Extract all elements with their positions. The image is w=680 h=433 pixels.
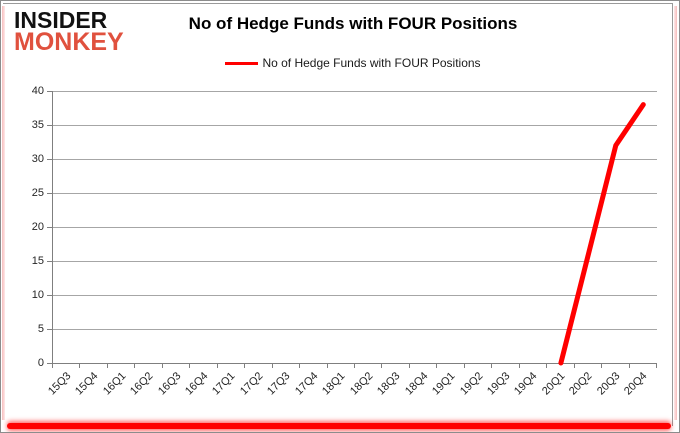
gridline-y-40	[53, 90, 657, 92]
x-axis-tick	[271, 364, 273, 368]
x-axis-tick	[189, 364, 191, 368]
gridline-y-15	[53, 260, 657, 262]
gridline-y-30	[53, 158, 657, 160]
inner-frame-right	[672, 3, 673, 426]
gridline-y-35	[53, 124, 657, 126]
y-axis-tick	[47, 295, 52, 296]
y-axis-tick-label: 10	[31, 289, 44, 301]
x-axis-tick	[628, 364, 630, 368]
gridline-y-5	[53, 328, 657, 330]
x-axis-tick	[656, 364, 657, 368]
y-axis-tick	[47, 125, 52, 126]
chart-header: No of Hedge Funds with FOUR Positions	[52, 14, 654, 34]
x-axis-tick	[326, 364, 328, 368]
x-axis-tick	[463, 364, 465, 368]
y-axis-tick	[47, 227, 52, 228]
x-axis-tick	[601, 364, 603, 368]
y-axis-tick-label: 35	[31, 119, 44, 131]
x-axis-tick	[299, 364, 301, 368]
logo-word-monkey: MONKEY	[14, 28, 124, 57]
y-axis-tick-label: 30	[31, 153, 44, 165]
legend: No of Hedge Funds with FOUR Positions	[52, 56, 654, 70]
x-axis-tick	[244, 364, 246, 368]
x-axis-tick	[106, 364, 108, 368]
series-line	[558, 102, 646, 366]
y-axis-tick	[47, 329, 52, 330]
x-axis-tick	[354, 364, 355, 368]
x-axis-tick	[52, 364, 53, 368]
y-axis-tick-label: 25	[31, 187, 44, 199]
x-axis-tick	[546, 364, 548, 368]
chart-title: No of Hedge Funds with FOUR Positions	[188, 14, 518, 33]
x-axis-tick	[408, 364, 410, 368]
x-axis-tick	[573, 364, 575, 368]
y-axis-tick-label: 0	[37, 357, 44, 369]
y-axis-tick-label: 40	[31, 85, 44, 97]
plot-area	[52, 90, 657, 366]
insider-monkey-logo: INSIDER MONKEY	[14, 7, 124, 57]
x-axis-tick	[216, 364, 218, 368]
y-axis-tick-label: 15	[31, 255, 44, 267]
gridline-y-25	[53, 192, 657, 194]
y-axis-tick-label: 5	[37, 323, 44, 335]
x-axis-tick	[436, 364, 438, 368]
y-axis-tick	[47, 193, 52, 194]
y-axis-tick	[47, 261, 52, 262]
x-axis-tick	[518, 364, 520, 368]
y-axis-tick-label: 20	[31, 221, 44, 233]
gridline-y-10	[53, 294, 657, 296]
logo-word-insider: INSIDER	[14, 7, 108, 33]
gridline-y-20	[53, 226, 657, 228]
left-accent-strip	[2, 6, 5, 420]
x-axis-tick	[134, 364, 136, 368]
y-axis-tick	[47, 91, 52, 92]
inner-frame-top	[3, 3, 673, 4]
x-axis-tick	[161, 364, 163, 368]
x-axis-tick	[381, 364, 383, 368]
x-axis-tick	[491, 364, 493, 368]
right-accent-strip	[674, 6, 677, 420]
y-axis-tick	[47, 159, 52, 160]
series-line-layer	[558, 102, 646, 366]
legend-line-swatch	[225, 61, 259, 65]
y-axis-tick	[47, 363, 52, 364]
legend-label: No of Hedge Funds with FOUR Positions	[262, 56, 481, 70]
bottom-red-bar	[7, 423, 671, 429]
x-axis-tick	[79, 364, 81, 368]
